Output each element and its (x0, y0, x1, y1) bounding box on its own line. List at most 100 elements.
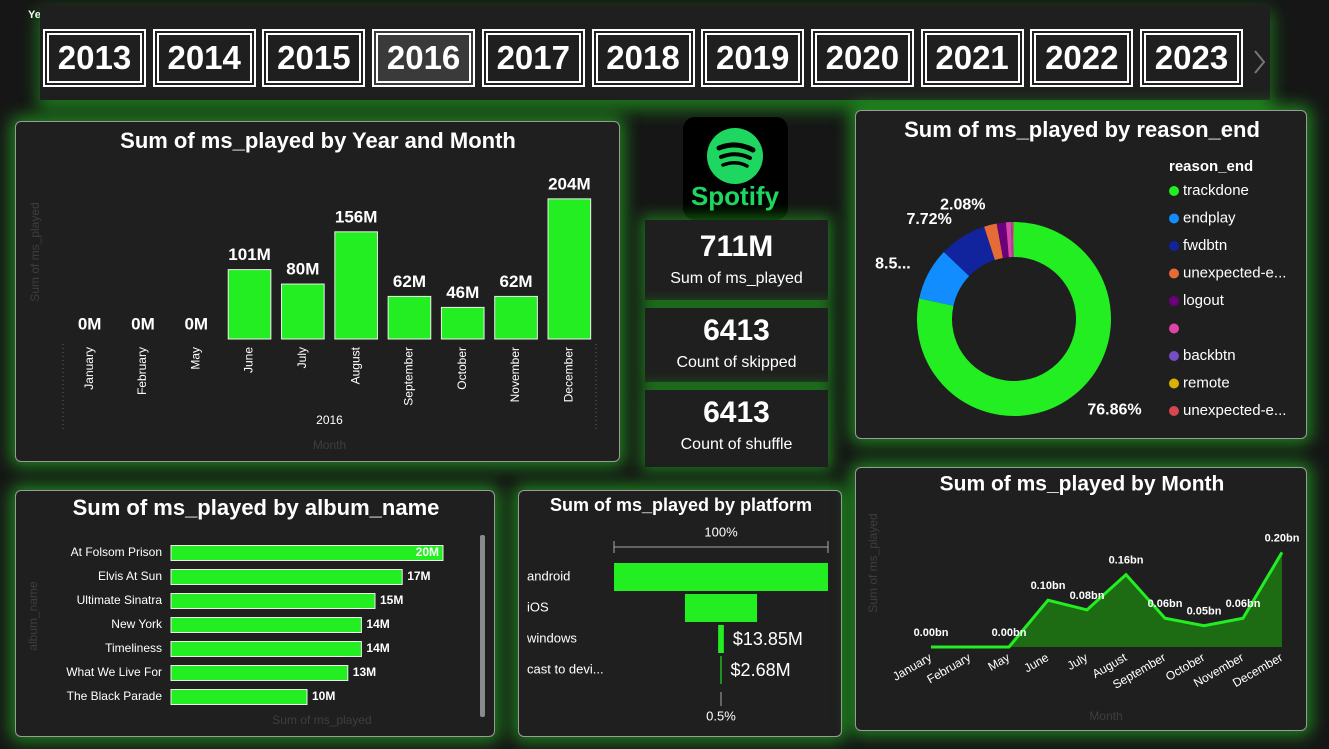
year-button[interactable]: 2013 (43, 29, 146, 87)
data-label: 62M (393, 272, 426, 291)
y-tick-label: New York (111, 617, 163, 631)
data-label: 76.86% (1087, 401, 1141, 418)
donut-slice (984, 223, 1003, 261)
data-label: 0.10bn (1031, 580, 1066, 592)
funnel-chart: Sum of ms_played by platform 100% android i… (526, 495, 829, 723)
kpi-label: Count of shuffle (680, 436, 793, 453)
data-label: 0.06bn (1226, 598, 1261, 610)
bar (494, 295, 538, 340)
data-label: $13.85M (733, 629, 803, 649)
year-button[interactable]: 2023 (1140, 29, 1243, 87)
x-tick-label: February (924, 650, 973, 686)
year-button[interactable]: 2018 (591, 29, 695, 87)
bar (170, 689, 308, 705)
data-label: 20M (416, 545, 439, 559)
donut-slice (917, 222, 1111, 416)
year-slicer: 2013 2014 2015 2016 2017 2018 2019 2020 2021 2022… (40, 5, 1270, 100)
kpi-label: Sum of ms_played (670, 270, 803, 287)
data-label: 13M (353, 665, 376, 679)
bar (440, 306, 485, 340)
bar (387, 295, 432, 340)
y-tick-label: Timeliness (105, 641, 162, 655)
bar-panel: Sum of ms_played by Year and Month 0M Janu… (15, 121, 620, 462)
x-tick-label: October (455, 347, 469, 390)
legend-label: trackdone (1183, 182, 1249, 199)
year-button[interactable]: 2020 (810, 29, 914, 87)
bar (227, 269, 272, 340)
chart-title: Sum of ms_played by album_name (73, 495, 440, 520)
legend-marker (1169, 213, 1179, 224)
logo-icon: Spotify (691, 128, 780, 211)
kpi-card: 6413 Count of skipped (645, 308, 828, 382)
bar (170, 641, 362, 657)
year-button[interactable]: 2014 (152, 29, 256, 87)
kpi-card: 711M Sum of ms_played (645, 220, 828, 300)
funnel-bar (720, 656, 722, 684)
data-label: 17M (407, 569, 430, 583)
x-tick-label: January (82, 347, 96, 390)
donut-slice (996, 222, 1009, 258)
bar (281, 283, 325, 340)
donut-slice (1005, 222, 1013, 258)
data-label: 0.20bn (1265, 532, 1300, 544)
x-tick-label: February (135, 347, 149, 395)
x-tick-label: July (1065, 650, 1090, 673)
data-label: 0M (184, 314, 208, 333)
y-tick-label: Elvis At Sun (98, 569, 162, 583)
area (931, 552, 1282, 647)
y-axis-title: Sum of ms_played (866, 513, 880, 612)
data-label: 14M (366, 641, 389, 655)
category-label: android (527, 568, 570, 583)
logo-wave (716, 142, 756, 153)
data-label: 0M (131, 314, 155, 333)
legend-label: endplay (1183, 209, 1236, 226)
legend-label: unexpected-e... (1183, 402, 1286, 419)
year-button[interactable]: 2016 (372, 29, 476, 87)
x-tick-label: June (242, 347, 256, 373)
bar (170, 665, 349, 681)
x-tick-label: September (402, 347, 416, 406)
bar (170, 545, 444, 561)
data-label: 0.00bn (992, 627, 1027, 639)
year-button[interactable]: 2015 (262, 29, 366, 87)
x-tick-label: May (985, 650, 1012, 673)
y-tick-label: Ultimate Sinatra (77, 593, 163, 607)
legend-marker (1169, 351, 1179, 361)
chart-title: Sum of ms_played by platform (550, 495, 812, 515)
legend-marker (1169, 268, 1179, 279)
data-label: 80M (286, 260, 319, 279)
year-button[interactable]: 2022 (1030, 29, 1134, 87)
data-label: 10M (312, 689, 335, 703)
scroll-arrow[interactable] (1250, 47, 1270, 77)
legend-marker (1169, 378, 1179, 389)
y-axis-title: album_name (26, 581, 40, 651)
x-tick-label: June (1022, 650, 1052, 675)
y-tick-label: At Folsom Prison (71, 545, 162, 559)
top-label: 100% (704, 524, 738, 539)
data-label: 46M (446, 283, 479, 302)
bar (334, 231, 378, 340)
group-label: 2016 (316, 413, 343, 427)
data-label: 0.16bn (1109, 555, 1144, 567)
year-button[interactable]: 2017 (481, 29, 585, 87)
data-label: 0.00bn (914, 627, 949, 639)
bottom-label: 0.5% (706, 708, 736, 723)
y-axis-title: Sum of ms_played (28, 202, 42, 301)
year-button[interactable]: 2021 (920, 29, 1024, 87)
donut-slice (1012, 222, 1014, 258)
donut-slice (919, 251, 970, 306)
kpi-card: 6413 Count of shuffle (645, 390, 828, 467)
data-label: 0.06bn (1148, 598, 1183, 610)
logo-wave (719, 152, 752, 160)
year-button[interactable]: 2019 (701, 29, 805, 87)
bar (170, 593, 376, 609)
data-label: 14M (366, 617, 389, 631)
legend-label: unexpected-e... (1183, 264, 1286, 281)
x-tick-label: August (348, 346, 362, 384)
donut-panel: Sum of ms_played by reason_end 76.86% 8.5.… (855, 110, 1307, 439)
scrollbar[interactable] (480, 535, 485, 717)
x-axis-title: Month (1089, 709, 1122, 723)
chart-title: Sum of ms_played by Year and Month (120, 128, 516, 153)
donut-chart: Sum of ms_played by reason_end 76.86% 8.5.… (875, 117, 1286, 419)
